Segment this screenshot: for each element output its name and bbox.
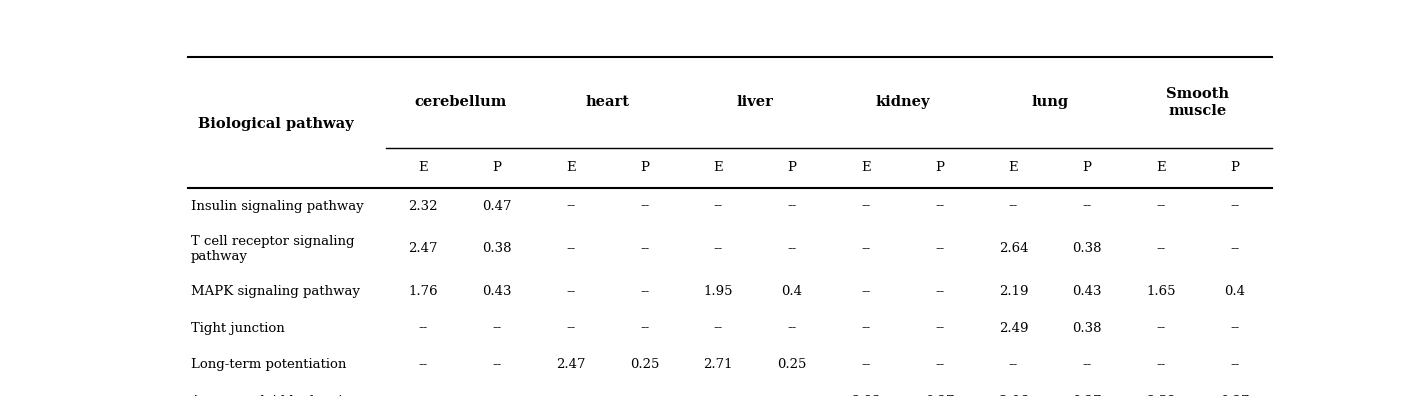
Text: 0.4: 0.4 (1225, 285, 1246, 298)
Text: --: -- (640, 200, 648, 213)
Text: 0.27: 0.27 (925, 395, 955, 396)
Text: 0.38: 0.38 (1073, 322, 1103, 335)
Text: Smooth
muscle: Smooth muscle (1166, 87, 1229, 118)
Text: E: E (1156, 162, 1166, 175)
Text: 0.38: 0.38 (482, 242, 512, 255)
Text: --: -- (566, 322, 575, 335)
Text: 1.95: 1.95 (704, 285, 734, 298)
Text: 0.25: 0.25 (630, 358, 660, 371)
Text: --: -- (1083, 358, 1091, 371)
Text: 2.47: 2.47 (409, 242, 438, 255)
Text: --: -- (566, 285, 575, 298)
Text: --: -- (419, 322, 429, 335)
Text: E: E (861, 162, 871, 175)
Text: 2.93: 2.93 (851, 395, 881, 396)
Text: 0.47: 0.47 (482, 200, 512, 213)
Text: P: P (640, 162, 648, 175)
Text: E: E (1009, 162, 1019, 175)
Text: --: -- (1230, 242, 1239, 255)
Text: Acute myeloid leukemia: Acute myeloid leukemia (190, 395, 350, 396)
Text: --: -- (935, 242, 944, 255)
Text: --: -- (935, 358, 944, 371)
Text: 2.71: 2.71 (704, 358, 734, 371)
Text: 2.58: 2.58 (1147, 395, 1175, 396)
Text: --: -- (566, 395, 575, 396)
Text: --: -- (861, 322, 870, 335)
Text: --: -- (1009, 200, 1017, 213)
Text: --: -- (419, 395, 429, 396)
Text: --: -- (788, 395, 796, 396)
Text: --: -- (861, 358, 870, 371)
Text: P: P (1230, 162, 1239, 175)
Text: --: -- (788, 200, 796, 213)
Text: --: -- (1156, 200, 1165, 213)
Text: --: -- (935, 322, 944, 335)
Text: 0.43: 0.43 (482, 285, 512, 298)
Text: E: E (714, 162, 724, 175)
Text: --: -- (1230, 358, 1239, 371)
Text: Insulin signaling pathway: Insulin signaling pathway (190, 200, 363, 213)
Text: 0.43: 0.43 (1073, 285, 1103, 298)
Text: P: P (492, 162, 501, 175)
Text: Long-term potentiation: Long-term potentiation (190, 358, 346, 371)
Text: --: -- (935, 200, 944, 213)
Text: kidney: kidney (876, 95, 929, 109)
Text: 3.06: 3.06 (999, 395, 1029, 396)
Text: --: -- (1230, 200, 1239, 213)
Text: --: -- (788, 242, 796, 255)
Text: --: -- (640, 395, 648, 396)
Text: --: -- (492, 395, 501, 396)
Text: E: E (566, 162, 576, 175)
Text: --: -- (714, 322, 722, 335)
Text: --: -- (1230, 322, 1239, 335)
Text: --: -- (492, 322, 501, 335)
Text: --: -- (935, 285, 944, 298)
Text: --: -- (640, 322, 648, 335)
Text: --: -- (492, 358, 501, 371)
Text: --: -- (861, 242, 870, 255)
Text: P: P (1083, 162, 1091, 175)
Text: heart: heart (586, 95, 630, 109)
Text: 2.32: 2.32 (409, 200, 438, 213)
Text: 0.38: 0.38 (1073, 242, 1103, 255)
Text: --: -- (714, 200, 722, 213)
Text: 2.19: 2.19 (999, 285, 1029, 298)
Text: --: -- (1009, 358, 1017, 371)
Text: 0.27: 0.27 (1073, 395, 1103, 396)
Text: cerebellum: cerebellum (414, 95, 507, 109)
Text: Tight junction: Tight junction (190, 322, 284, 335)
Text: --: -- (1083, 200, 1091, 213)
Text: --: -- (861, 285, 870, 298)
Text: --: -- (714, 242, 722, 255)
Text: T cell receptor signaling
pathway: T cell receptor signaling pathway (190, 235, 355, 263)
Text: 2.47: 2.47 (556, 358, 586, 371)
Text: --: -- (1156, 358, 1165, 371)
Text: --: -- (1156, 242, 1165, 255)
Text: 1.76: 1.76 (409, 285, 438, 298)
Text: --: -- (640, 285, 648, 298)
Text: --: -- (788, 322, 796, 335)
Text: 0.25: 0.25 (778, 358, 807, 371)
Text: --: -- (640, 242, 648, 255)
Text: E: E (419, 162, 429, 175)
Text: P: P (788, 162, 796, 175)
Text: MAPK signaling pathway: MAPK signaling pathway (190, 285, 359, 298)
Text: 2.64: 2.64 (999, 242, 1029, 255)
Text: --: -- (419, 358, 429, 371)
Text: --: -- (714, 395, 722, 396)
Text: 1.65: 1.65 (1147, 285, 1176, 298)
Text: --: -- (861, 200, 870, 213)
Text: 0.4: 0.4 (782, 285, 803, 298)
Text: Biological pathway: Biological pathway (199, 117, 353, 131)
Text: 0.27: 0.27 (1220, 395, 1250, 396)
Text: --: -- (566, 242, 575, 255)
Text: P: P (935, 162, 944, 175)
Text: lung: lung (1032, 95, 1069, 109)
Text: 2.49: 2.49 (999, 322, 1029, 335)
Text: --: -- (566, 200, 575, 213)
Text: liver: liver (736, 95, 773, 109)
Text: --: -- (1156, 322, 1165, 335)
